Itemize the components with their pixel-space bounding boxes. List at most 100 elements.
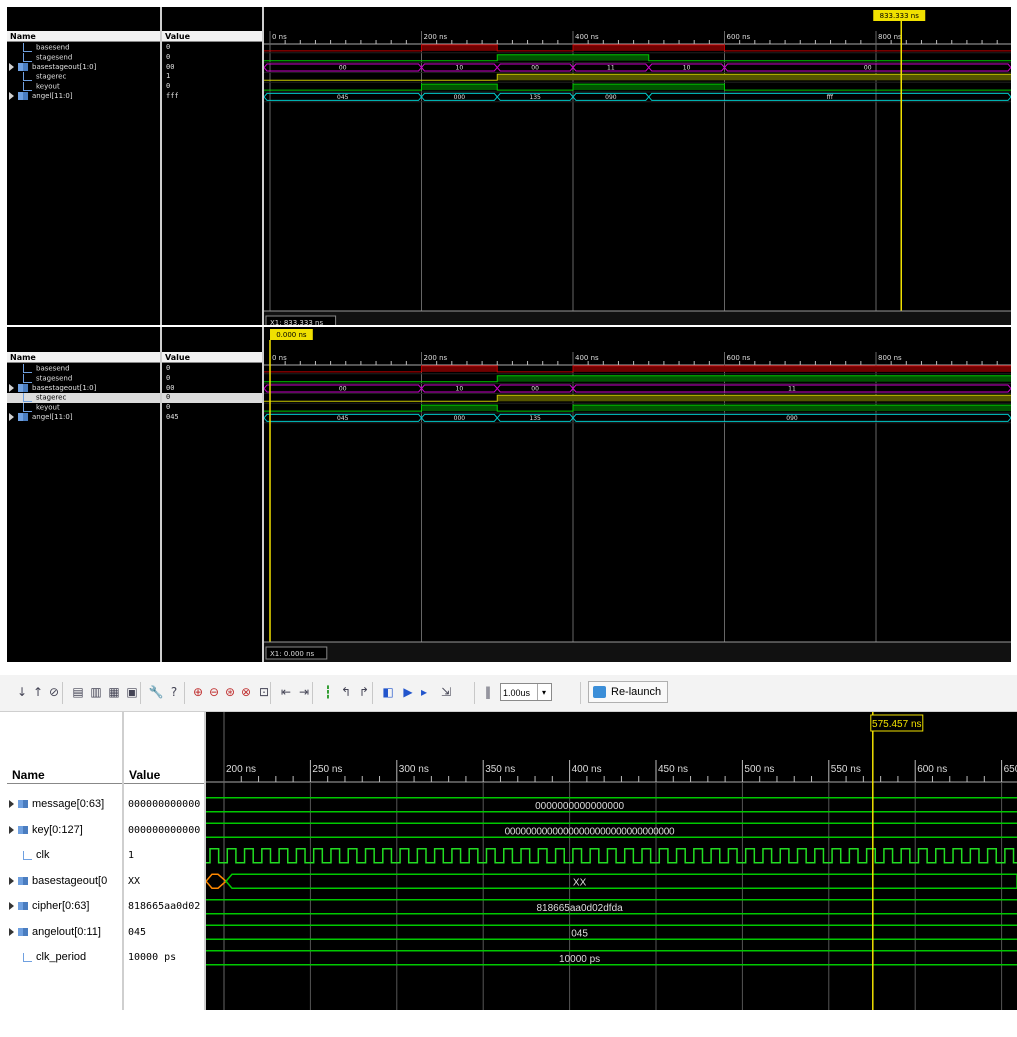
- collapse-icon[interactable]: ▥: [90, 685, 102, 699]
- expand-arrow-icon[interactable]: [9, 876, 14, 885]
- toolbar-separator: [474, 682, 475, 704]
- waveform-area[interactable]: 200 ns 250 ns 300 ns 350 ns 400 ns 450 ns 500 …: [206, 712, 1017, 1010]
- zoom-full-icon[interactable]: ⊗: [240, 685, 252, 699]
- waveform-area[interactable]: 0 ns 200 ns 400 ns 600 ns 800 ns 00 10 00 11 045 0…: [264, 327, 1011, 662]
- signal-name: keyout: [36, 82, 60, 91]
- stagerec-high: [497, 74, 1011, 81]
- signal-row-clk_period[interactable]: clk_period: [7, 945, 122, 971]
- signal-value: 00: [166, 383, 175, 392]
- add-marker-icon[interactable]: ┇: [324, 685, 332, 699]
- cursor-label: 833.333 ns: [880, 12, 920, 20]
- signal-row-angel110[interactable]: angel[11:0]: [7, 413, 160, 423]
- signal-row-keyout[interactable]: keyout: [7, 403, 160, 413]
- signal-row-clk[interactable]: clk: [7, 843, 122, 869]
- expand-arrow-icon[interactable]: [9, 800, 14, 809]
- signal-row-cipher063[interactable]: cipher[0:63]: [7, 894, 122, 920]
- stagerec-wave: [264, 73, 1011, 81]
- value-column: Value 000000000000 000000000000 1 XX 818665a…: [124, 712, 206, 1010]
- signal-row-basestageout10[interactable]: basestageout[1:0]: [7, 383, 160, 394]
- basestageout-segment: [225, 873, 1017, 889]
- arrow-up-icon[interactable]: ↑: [32, 685, 44, 699]
- signal-row-stagesend[interactable]: stagesend: [7, 373, 160, 384]
- signal-row-angel110[interactable]: angel[11:0]: [7, 92, 160, 102]
- angel-value-label: 045: [337, 94, 349, 101]
- signal-value: 0: [166, 403, 171, 412]
- marker-right-icon[interactable]: ↱: [358, 685, 370, 699]
- waveform-area[interactable]: 0 ns 200 ns 400 ns 600 ns 800 ns 00 10 00 11 10 00…: [264, 7, 1011, 325]
- restart-icon[interactable]: ◧: [382, 685, 394, 699]
- footer-bar: [264, 311, 1011, 325]
- signal-value: 0: [166, 52, 171, 61]
- columns-icon[interactable]: ▦: [108, 685, 120, 699]
- signal-name: stagerec: [36, 72, 67, 81]
- run-time-select[interactable]: 1.00us ▾: [500, 683, 552, 701]
- signal-row-basesend[interactable]: basesend: [7, 43, 160, 53]
- expand-arrow-icon[interactable]: [9, 92, 14, 100]
- angel-value-label: fff: [827, 94, 834, 101]
- expand-arrow-icon[interactable]: [9, 413, 14, 421]
- help-icon[interactable]: ?: [170, 685, 178, 699]
- name-header: Name: [7, 352, 160, 363]
- signal-row-basestageout0[interactable]: basestageout[0: [7, 869, 122, 895]
- run-icon[interactable]: ▶: [403, 685, 413, 699]
- value-column: Value 0 0 00 0 0 045: [162, 327, 264, 662]
- expand-arrow-icon[interactable]: [9, 825, 14, 834]
- signal-row-message063[interactable]: message[0:63]: [7, 792, 122, 818]
- stop-icon[interactable]: ⊘: [48, 685, 60, 699]
- pause-icon[interactable]: ‖: [485, 685, 491, 699]
- signal-row-stagerec[interactable]: stagerec: [7, 393, 160, 404]
- time-tick-label: 350 ns: [485, 764, 515, 775]
- expand-arrow-icon[interactable]: [9, 383, 14, 392]
- float-icon[interactable]: ▣: [126, 685, 138, 699]
- name-column: Name message[0:63] key[0:127] clk basestage…: [7, 712, 124, 1010]
- basesend-high: [421, 365, 498, 372]
- basestageout-segment: [572, 384, 1011, 393]
- snap-icon[interactable]: ⊡: [258, 685, 270, 699]
- marker-next-icon[interactable]: ⇥: [298, 685, 310, 699]
- basestageout-value-label: 10: [456, 386, 464, 393]
- step-icon[interactable]: ⇲: [440, 685, 452, 699]
- signal-row-key0127[interactable]: key[0:127]: [7, 818, 122, 844]
- signal-value: 045: [128, 926, 147, 938]
- toolbar-separator: [580, 682, 581, 704]
- wrench-icon[interactable]: 🔧: [148, 685, 164, 699]
- wire-signal-icon: [23, 373, 32, 383]
- expand-arrow-icon[interactable]: [9, 62, 14, 71]
- run-for-icon[interactable]: ▸: [420, 685, 428, 699]
- time-tick-label: 200 ns: [424, 354, 448, 362]
- angel-value-label: 045: [337, 415, 349, 422]
- basestageout-value-label: 10: [683, 65, 691, 72]
- signal-row-stagerec[interactable]: stagerec: [7, 72, 160, 82]
- signal-name: keyout: [36, 403, 60, 412]
- time-tick-label: 600 ns: [917, 764, 947, 775]
- arrow-down-icon[interactable]: ↓: [16, 685, 28, 699]
- signal-row-basesend[interactable]: basesend: [7, 364, 160, 374]
- signal-name: basestageout[0: [32, 874, 108, 887]
- footer-bar: [264, 642, 1011, 662]
- relaunch-button[interactable]: Re-launch: [588, 681, 669, 703]
- name-header: Name: [7, 766, 122, 784]
- signal-value: 00: [166, 62, 175, 71]
- wire-signal-icon: [23, 850, 32, 860]
- marker-left-icon[interactable]: ↰: [340, 685, 352, 699]
- expand-arrow-icon[interactable]: [9, 902, 14, 911]
- expand-arrow-icon[interactable]: [9, 927, 14, 936]
- signal-row-keyout[interactable]: keyout: [7, 82, 160, 92]
- time-tick-label: 600 ns: [727, 354, 751, 362]
- time-tick-label: 800 ns: [878, 33, 902, 41]
- zoom-out-icon[interactable]: ⊖: [208, 685, 220, 699]
- signal-row-angelout011[interactable]: angelout[0:11]: [7, 920, 122, 946]
- signal-row-basestageout10[interactable]: basestageout[1:0]: [7, 62, 160, 73]
- signal-name: cipher[0:63]: [32, 900, 90, 912]
- basestageout-value-label: 00: [864, 65, 872, 72]
- signal-name: angel[11:0]: [32, 413, 73, 421]
- zoom-in-icon[interactable]: ⊕: [192, 685, 204, 699]
- value-header: Value: [162, 31, 262, 42]
- marker-prev-icon[interactable]: ⇤: [280, 685, 292, 699]
- time-tick-label: 250 ns: [312, 764, 342, 775]
- expand-icon[interactable]: ▤: [72, 685, 84, 699]
- zoom-fit-icon[interactable]: ⊛: [224, 685, 236, 699]
- chevron-down-icon[interactable]: ▾: [537, 684, 550, 700]
- signal-row-stagesend[interactable]: stagesend: [7, 52, 160, 63]
- angel-value-label: 135: [529, 415, 541, 422]
